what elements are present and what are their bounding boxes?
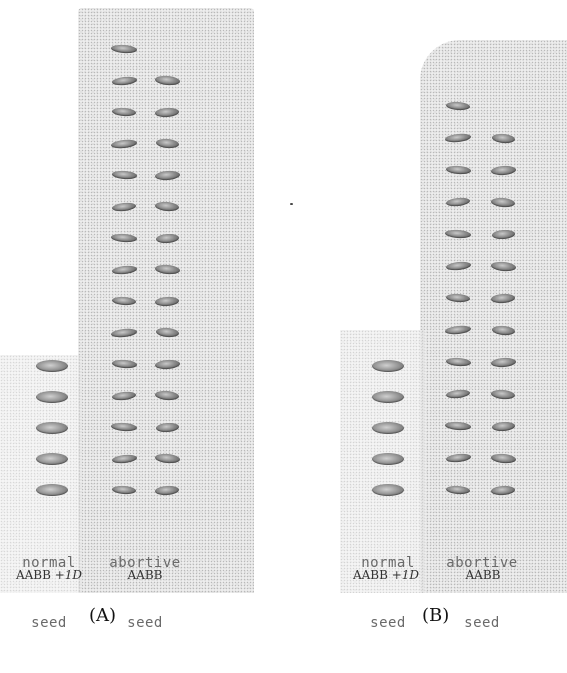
normal-seed (372, 422, 404, 434)
panel-label-b: (B) (422, 605, 450, 626)
stipple-background (420, 40, 567, 593)
normal-seed (36, 360, 68, 372)
normal-genotype: AABB +1D (337, 568, 435, 582)
normal-seed (372, 453, 404, 465)
normal-caption-line2: seed (31, 615, 67, 631)
normal-seed (36, 484, 68, 496)
abortive-caption-line1: abortive (446, 555, 518, 571)
dust-speck (290, 203, 293, 205)
normal-seed (372, 360, 404, 372)
normal-genotype: AABB +1D (5, 568, 93, 582)
abortive-caption-line1: abortive (109, 555, 181, 571)
abortive-genotype: AABB (127, 568, 163, 582)
normal-caption-line1: normal (361, 555, 415, 571)
normal-seed-caption: normal seed (10, 513, 88, 673)
abortive-seed-caption: abortive seed (95, 513, 195, 673)
abortive-seed-caption: abortive seed (432, 513, 532, 673)
abortive-caption-line2: seed (127, 615, 163, 631)
normal-seed-caption: normal seed (349, 513, 427, 673)
normal-seed (36, 453, 68, 465)
normal-caption-line2: seed (370, 615, 406, 631)
abortive-genotype: AABB (465, 568, 501, 582)
abortive-caption-line2: seed (464, 615, 500, 631)
normal-genotype-addition: +1D (54, 568, 83, 582)
normal-caption-line1: normal (22, 555, 76, 571)
normal-seed (372, 391, 404, 403)
normal-seed (36, 391, 68, 403)
normal-genotype-base: AABB (15, 568, 51, 582)
normal-genotype-base: AABB (352, 568, 388, 582)
normal-genotype-addition: +1D (391, 568, 420, 582)
normal-seed (36, 422, 68, 434)
normal-seed (372, 484, 404, 496)
panel-label-a: (A) (89, 605, 117, 626)
